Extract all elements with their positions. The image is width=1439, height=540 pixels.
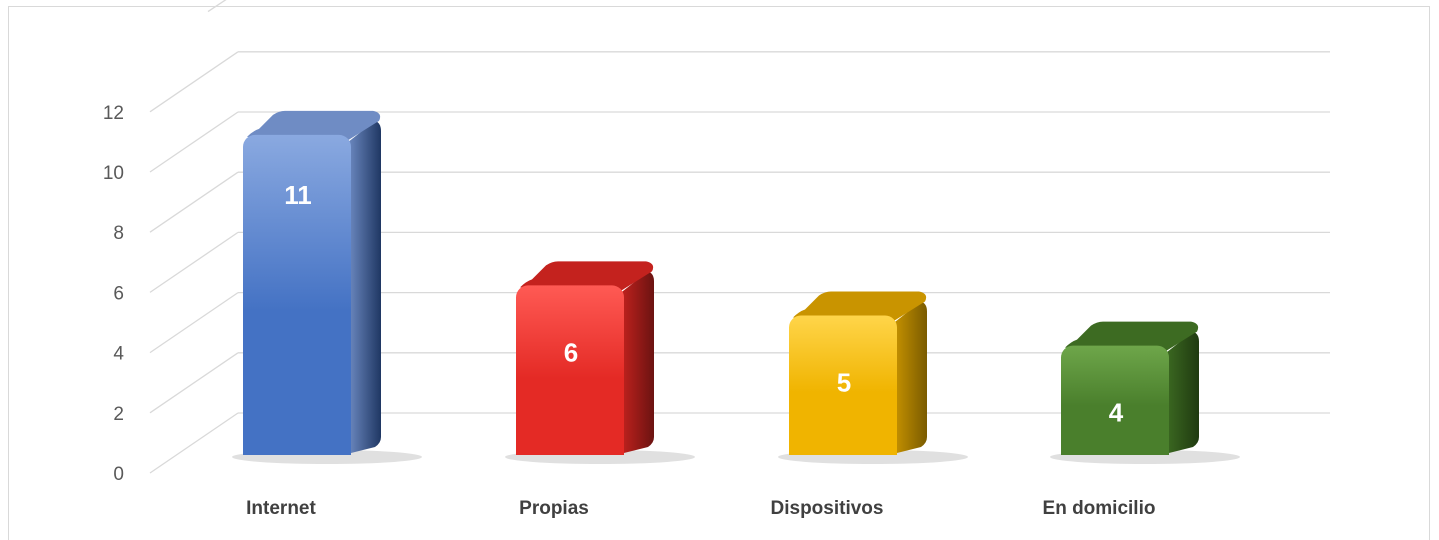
x-tick-label: Propias bbox=[519, 498, 589, 519]
bar-base bbox=[516, 441, 624, 455]
y-tick-label: 0 bbox=[113, 464, 124, 485]
data-label: 5 bbox=[837, 368, 851, 398]
bar-propias: 6 bbox=[505, 261, 695, 464]
y-tick-label: 4 bbox=[113, 344, 124, 365]
gridline-diagonal bbox=[207, 0, 227, 13]
data-label: 11 bbox=[284, 180, 312, 210]
bar-front bbox=[1061, 345, 1169, 455]
bar-front bbox=[516, 285, 624, 455]
gridline-diagonal bbox=[149, 412, 239, 474]
gridline-diagonal bbox=[149, 292, 239, 354]
x-tick-label: Dispositivos bbox=[771, 498, 884, 519]
bar-top bbox=[1065, 321, 1199, 352]
y-tick-label: 2 bbox=[113, 404, 124, 425]
y-tick-label: 12 bbox=[103, 103, 124, 124]
gridlines bbox=[149, 0, 1330, 474]
gridline-diagonal bbox=[149, 352, 239, 414]
bar-dispositivos: 5 bbox=[778, 291, 968, 464]
gridline-diagonal bbox=[149, 171, 239, 233]
data-label: 4 bbox=[1109, 398, 1124, 428]
bar-side bbox=[347, 120, 381, 454]
data-label: 6 bbox=[564, 337, 578, 367]
x-tick-label: En domicilio bbox=[1043, 498, 1156, 519]
y-tick-label: 6 bbox=[113, 283, 124, 304]
bar-side bbox=[1165, 331, 1199, 453]
bar-internet: 11 bbox=[232, 110, 422, 464]
y-tick-label: 10 bbox=[103, 163, 124, 184]
x-tick-label: Internet bbox=[246, 498, 316, 519]
gridline-diagonal bbox=[149, 111, 239, 173]
y-tick-label: 8 bbox=[113, 223, 124, 244]
gridline-diagonal bbox=[149, 51, 239, 113]
bar-en-domicilio: 4 bbox=[1050, 321, 1240, 464]
bar-front bbox=[243, 134, 351, 455]
bar-base bbox=[1061, 441, 1169, 455]
bar-side bbox=[620, 271, 654, 453]
bar-top bbox=[793, 291, 927, 322]
bar-front bbox=[789, 315, 897, 455]
bar-top bbox=[247, 110, 381, 141]
bar-top bbox=[520, 261, 654, 292]
bar-side bbox=[893, 301, 927, 453]
gridline-diagonal bbox=[149, 231, 239, 293]
x-axis: Internet Propias Dispositivos En domicilio bbox=[246, 498, 1155, 519]
bar-base bbox=[789, 441, 897, 455]
bar-base bbox=[243, 441, 351, 455]
y-axis: 0 2 4 6 8 10 12 bbox=[103, 103, 125, 485]
bars: 11 6 5 4 bbox=[232, 110, 1240, 464]
